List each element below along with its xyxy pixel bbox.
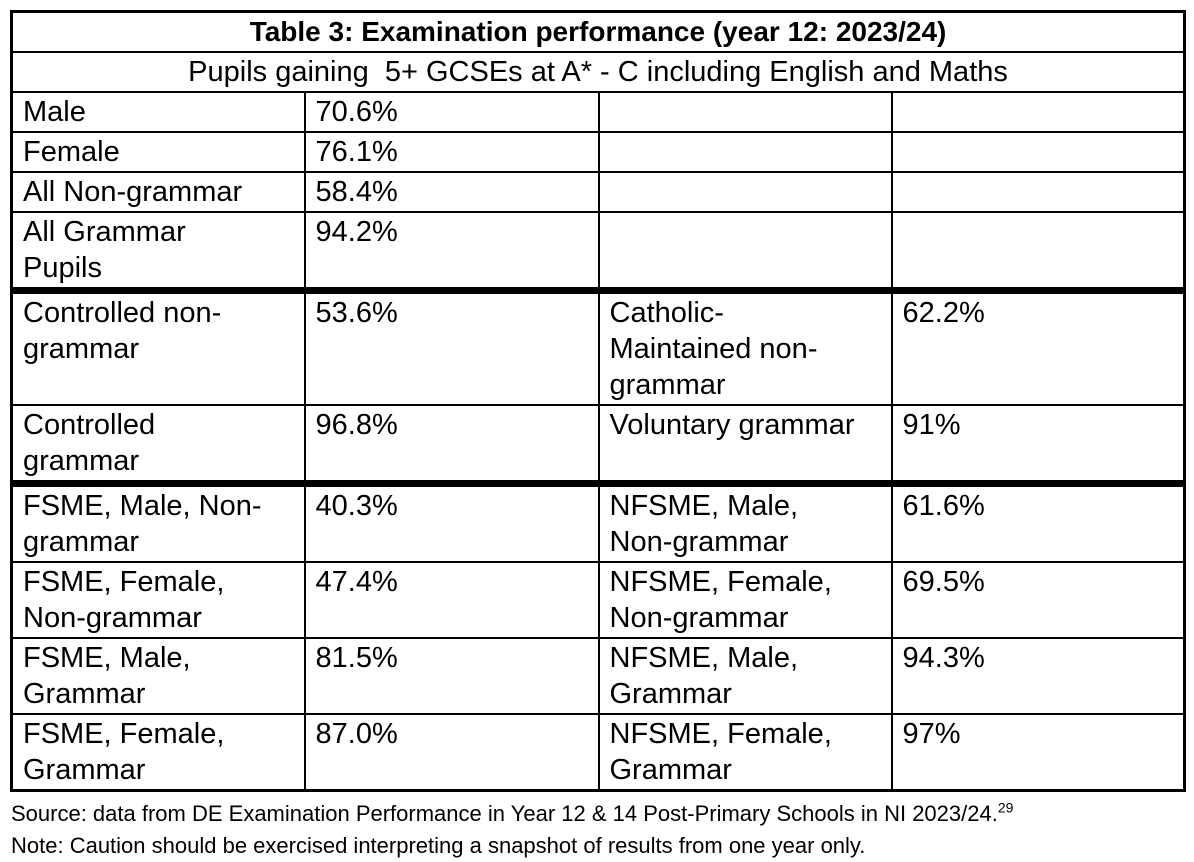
value-cell: 76.1% <box>303 131 600 173</box>
row-fsme-female-grammar: FSME, Female, Grammar 87.0% NFSME, Femal… <box>10 713 1186 792</box>
table-title-row: Table 3: Examination performance (year 1… <box>10 10 1186 53</box>
label-cell: NFSME, Male, Non-grammar <box>597 480 893 563</box>
row-all-non-grammar: All Non-grammar 58.4% <box>10 171 1186 213</box>
footnote-reference: 29 <box>997 799 1014 816</box>
label-cell: FSME, Female, Non-grammar <box>10 561 306 639</box>
value-cell <box>890 211 1186 292</box>
label-cell: NFSME, Male, Grammar <box>597 637 893 715</box>
value-cell: 94.2% <box>303 211 600 292</box>
examination-performance-table: Table 3: Examination performance (year 1… <box>10 10 1187 792</box>
value-cell: 61.6% <box>890 480 1186 563</box>
label-cell: Voluntary grammar <box>597 404 893 485</box>
value-cell: 62.2% <box>890 287 1186 406</box>
value-cell <box>890 171 1186 213</box>
source-text: Source: data from DE Examination Perform… <box>11 801 998 826</box>
document-page: Table 3: Examination performance (year 1… <box>10 10 1187 862</box>
row-fsme-male-grammar: FSME, Male, Grammar 81.5% NFSME, Male, G… <box>10 637 1186 715</box>
value-cell <box>890 91 1186 133</box>
row-fsme-female-non-grammar: FSME, Female, Non-grammar 47.4% NFSME, F… <box>10 561 1186 639</box>
table-footer: Source: data from DE Examination Perform… <box>11 798 1184 862</box>
value-cell: 97% <box>890 713 1186 792</box>
value-cell: 81.5% <box>303 637 600 715</box>
label-cell <box>597 91 893 133</box>
row-controlled-grammar: Controlled grammar 96.8% Voluntary gramm… <box>10 404 1186 485</box>
label-cell <box>597 211 893 292</box>
label-cell: FSME, Female, Grammar <box>10 713 306 792</box>
label-cell: Controlled grammar <box>10 404 306 485</box>
label-cell: Controlled non- grammar <box>10 287 306 406</box>
row-male: Male 70.6% <box>10 91 1186 133</box>
value-cell: 96.8% <box>303 404 600 485</box>
value-cell: 47.4% <box>303 561 600 639</box>
table-subtitle: Pupils gaining 5+ GCSEs at A* - C includ… <box>10 51 1186 93</box>
value-cell: 40.3% <box>303 480 600 563</box>
label-cell: NFSME, Female, Grammar <box>597 713 893 792</box>
source-note: Source: data from DE Examination Perform… <box>11 798 1184 830</box>
label-cell: Catholic- Maintained non- grammar <box>597 287 893 406</box>
label-cell: Male <box>10 91 306 133</box>
row-all-grammar-pupils: All Grammar Pupils 94.2% <box>10 211 1186 292</box>
row-controlled-non-grammar: Controlled non- grammar 53.6% Catholic- … <box>10 287 1186 406</box>
label-cell: All Non-grammar <box>10 171 306 213</box>
label-cell: Female <box>10 131 306 173</box>
table-subtitle-row: Pupils gaining 5+ GCSEs at A* - C includ… <box>10 51 1186 93</box>
value-cell: 58.4% <box>303 171 600 213</box>
value-cell: 70.6% <box>303 91 600 133</box>
value-cell: 87.0% <box>303 713 600 792</box>
label-cell: FSME, Male, Non- grammar <box>10 480 306 563</box>
label-cell <box>597 131 893 173</box>
label-cell: FSME, Male, Grammar <box>10 637 306 715</box>
value-cell: 94.3% <box>890 637 1186 715</box>
value-cell: 53.6% <box>303 287 600 406</box>
row-female: Female 76.1% <box>10 131 1186 173</box>
table-title: Table 3: Examination performance (year 1… <box>10 10 1186 53</box>
caution-note: Note: Caution should be exercised interp… <box>11 833 866 858</box>
value-cell: 91% <box>890 404 1186 485</box>
label-cell <box>597 171 893 213</box>
label-cell: All Grammar Pupils <box>10 211 306 292</box>
label-cell: NFSME, Female, Non-grammar <box>597 561 893 639</box>
value-cell <box>890 131 1186 173</box>
row-fsme-male-non-grammar: FSME, Male, Non- grammar 40.3% NFSME, Ma… <box>10 480 1186 563</box>
value-cell: 69.5% <box>890 561 1186 639</box>
